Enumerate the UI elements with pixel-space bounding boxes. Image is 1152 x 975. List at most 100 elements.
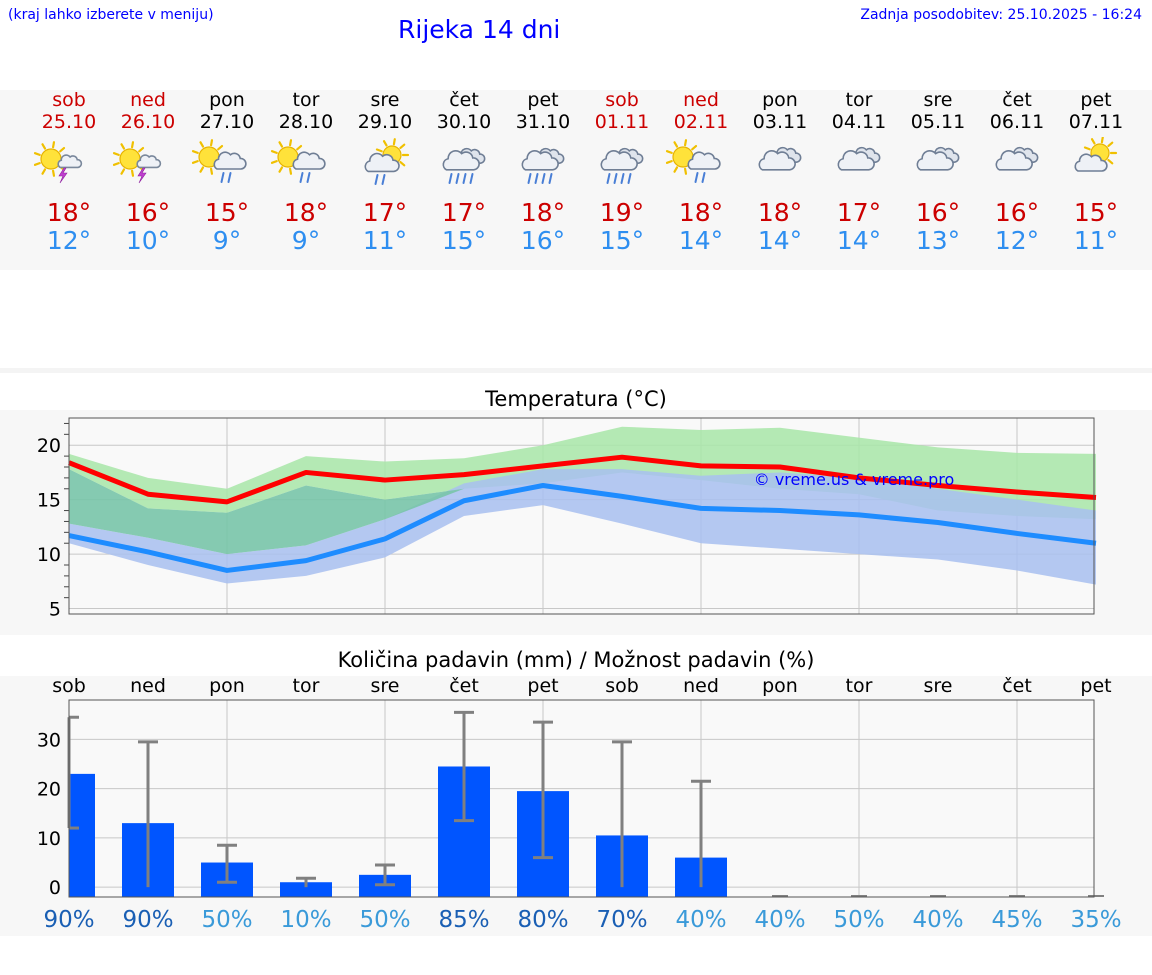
precip-probability: 90% [122, 907, 173, 933]
plot-frame [68, 699, 1095, 898]
min-temperature: 9° [212, 226, 242, 255]
min-temperature: 9° [291, 226, 321, 255]
cloud-icon [916, 146, 960, 171]
day-name: pon [762, 89, 798, 111]
max-temperature: 18° [283, 198, 329, 227]
day-name: ned [683, 89, 719, 111]
min-temperature: 12° [994, 226, 1040, 255]
forecast-day: čet 30.10 17° 15° [424, 89, 504, 255]
x-tick-label: tor [293, 675, 320, 697]
precip-probability: 40% [754, 907, 805, 933]
x-tick-label: pet [1080, 675, 1111, 697]
day-date: 28.10 [278, 111, 334, 133]
sun-thunder-icon [112, 141, 162, 184]
max-temperature: 17° [441, 198, 487, 227]
y-tick-label: 0 [49, 877, 61, 899]
max-temperature: 15° [1073, 198, 1119, 227]
day-date: 06.11 [989, 111, 1045, 133]
min-temperature: 14° [757, 226, 803, 255]
x-tick-label: sob [605, 675, 639, 697]
day-date: 03.11 [752, 111, 808, 133]
cloud-sun-rain-icon [364, 138, 410, 185]
min-temperature: 14° [836, 226, 882, 255]
min-temperature: 15° [441, 226, 487, 255]
precip-probability: 90% [43, 907, 94, 933]
x-tick-label: sob [52, 675, 86, 697]
x-tick-label: pon [209, 675, 245, 697]
max-temperature: 16° [994, 198, 1040, 227]
y-tick-label: 10 [37, 544, 61, 566]
plot-frame [68, 417, 1095, 615]
forecast-days: sob 25.10 18° 12° ned 26.10 16° 10° pon 27.10 15° 9… [0, 89, 1152, 269]
day-date: 07.11 [1068, 111, 1124, 133]
day-date: 25.10 [41, 111, 97, 133]
precip-probability: 35% [1070, 907, 1121, 933]
day-date: 31.10 [515, 111, 571, 133]
last-update: Zadnja posodobitev: 25.10.2025 - 16:24 [860, 7, 1142, 23]
precipitation-chart: sob ned pon tor sre čet pet sob ned pon tor sre čet p… [37, 675, 1122, 933]
y-tick-label: 5 [49, 599, 61, 621]
divider [0, 368, 1152, 373]
cloud-heavy-rain-icon [442, 147, 486, 184]
day-name: tor [845, 89, 873, 111]
min-temperature: 16° [520, 226, 566, 255]
precip-bar [280, 882, 332, 897]
min-temperature: 14° [678, 226, 724, 255]
precip-probability: 50% [359, 907, 410, 933]
temperature-chart: 5 10 15 20 © vreme.us & vreme.pro [37, 417, 1097, 621]
y-tick-label: 20 [37, 435, 61, 457]
sun-cloud-rain-icon [270, 139, 326, 183]
precip-probability: 40% [675, 907, 726, 933]
min-temperature: 15° [599, 226, 645, 255]
max-temperature: 17° [836, 198, 882, 227]
day-date: 05.11 [910, 111, 966, 133]
y-tick-label: 15 [37, 490, 61, 512]
cloud-icon [758, 146, 802, 171]
precip-bar [69, 773, 95, 897]
precip-probability: 50% [833, 907, 884, 933]
sun-thunder-icon [33, 141, 83, 184]
precip-probability: 50% [201, 907, 252, 933]
forecast-day: pet 31.10 18° 16° [503, 89, 583, 255]
day-name: sob [52, 89, 86, 111]
max-temperature: 19° [599, 198, 645, 227]
sun-cloud-rain-icon [191, 139, 247, 183]
day-name: sre [923, 89, 953, 111]
y-tick-label: 10 [37, 828, 61, 850]
page-title: Rijeka 14 dni [398, 15, 561, 44]
day-date: 26.10 [120, 111, 176, 133]
x-tick-label: pet [527, 675, 558, 697]
x-tick-label: sre [371, 675, 400, 697]
day-name: tor [292, 89, 320, 111]
day-date: 01.11 [594, 111, 650, 133]
cloud-heavy-rain-icon [600, 147, 644, 184]
min-temperature-line [68, 483, 1097, 573]
day-date: 04.11 [831, 111, 887, 133]
min-temperature: 12° [46, 226, 92, 255]
forecast-day: tor 28.10 18° 9° [266, 89, 346, 255]
forecast-strip [0, 90, 1152, 270]
sun-cloud-rain-icon [665, 139, 721, 183]
x-tick-label: pon [762, 675, 798, 697]
min-temperature: 11° [362, 226, 408, 255]
x-tick-label: sre [924, 675, 953, 697]
x-tick-label: ned [683, 675, 719, 697]
day-name: ned [130, 89, 166, 111]
cloud-heavy-rain-icon [521, 147, 565, 184]
range-overlap [69, 469, 1096, 555]
watermark: © vreme.us & vreme.pro [754, 470, 955, 489]
cloud-icon [995, 146, 1039, 171]
forecast-day: sob 25.10 18° 12° [29, 89, 109, 255]
day-name: čet [449, 89, 479, 111]
max-temperature-line [68, 454, 1097, 505]
precipitation-chart-title: Količina padavin (mm) / Možnost padavin … [337, 648, 815, 672]
day-name: sob [605, 89, 639, 111]
max-temperature: 18° [520, 198, 566, 227]
location-menu-hint[interactable]: (kraj lahko izberete v meniju) [8, 7, 214, 23]
day-name: pet [527, 89, 559, 111]
x-tick-label: ned [130, 675, 166, 697]
precip-probability: 85% [438, 907, 489, 933]
forecast-day: pon 27.10 15° 9° [187, 89, 267, 255]
max-temperature: 17° [362, 198, 408, 227]
day-name: pon [209, 89, 245, 111]
